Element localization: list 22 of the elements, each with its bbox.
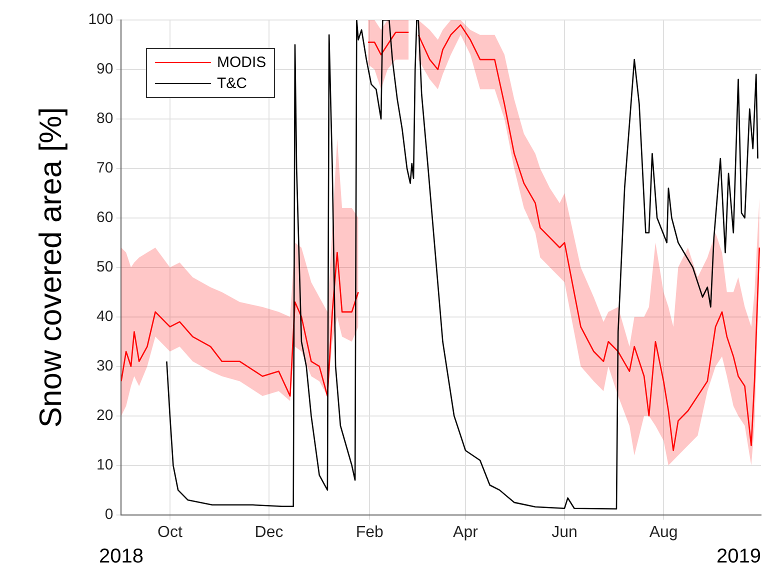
y-axis-title: Snow covered area [%] — [33, 107, 68, 428]
legend-label: T&C — [217, 74, 247, 94]
y-tick-label: 90 — [96, 60, 114, 78]
y-tick-label: 50 — [96, 258, 114, 276]
y-tick-label: 70 — [96, 160, 114, 177]
text: 2019 — [716, 545, 762, 568]
y-tick-label: 100 — [88, 11, 114, 28]
y-tick-label: 60 — [96, 209, 114, 226]
legend-label: MODIS — [217, 53, 266, 73]
x-tick-label: Aug — [649, 524, 678, 541]
text: 2018 — [98, 545, 144, 568]
y-tick-label: 40 — [96, 308, 114, 326]
x-tick-label: Jun — [552, 524, 578, 541]
y-tick-label: 20 — [96, 406, 114, 424]
x-tick-label: Feb — [356, 524, 384, 541]
x-tick-label: Dec — [254, 524, 284, 541]
x-tick-label: Apr — [453, 524, 479, 541]
y-tick-label: 30 — [96, 358, 114, 374]
y-tick-label: 80 — [96, 110, 114, 128]
y-tick-label: 10 — [96, 456, 114, 474]
x-tick-label: Oct — [157, 524, 183, 541]
y-tick-label: 0 — [104, 506, 114, 523]
